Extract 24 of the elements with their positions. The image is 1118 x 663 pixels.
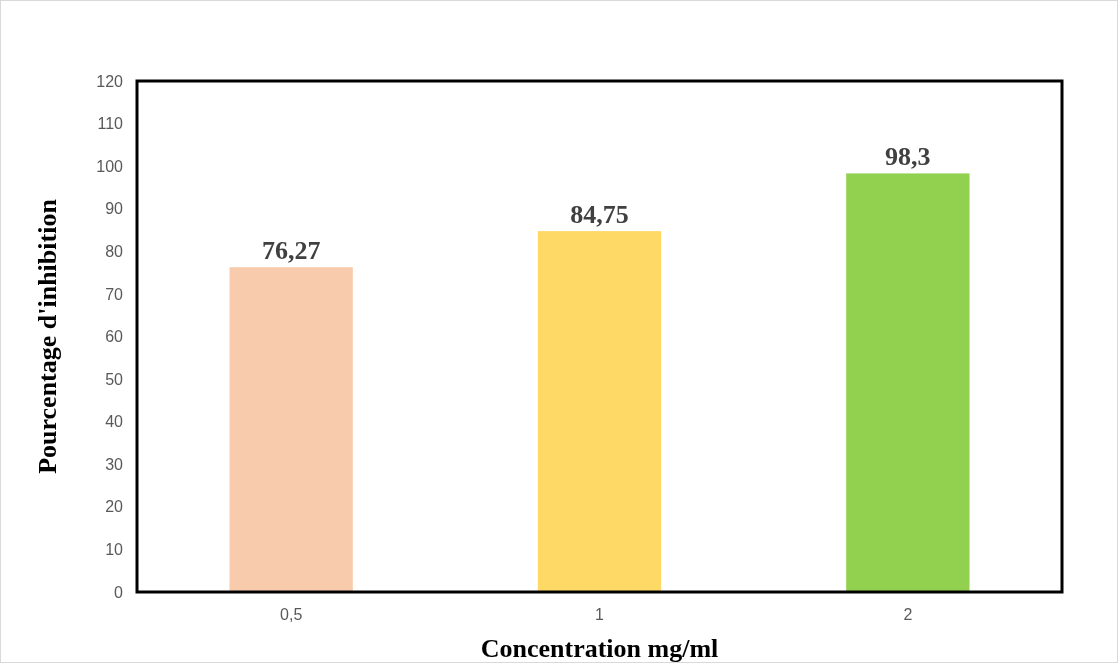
x-tick-label: 1: [595, 606, 605, 623]
data-label: 98,3: [885, 142, 931, 172]
y-tick-label: 20: [105, 498, 124, 516]
y-tick-label: 10: [105, 541, 124, 559]
x-axis-title: Concentration mg/ml: [480, 634, 719, 663]
y-axis-title: Pourcentage d'inhibition: [33, 198, 62, 474]
y-tick-label: 0: [114, 583, 124, 601]
bar: [537, 231, 662, 592]
x-tick-label: 0,5: [280, 606, 303, 623]
y-tick-label: 120: [96, 72, 124, 90]
y-tick-label: 70: [105, 285, 124, 303]
y-tick-label: 60: [105, 328, 124, 346]
y-tick-label: 30: [105, 455, 124, 473]
y-tick-label: 100: [96, 157, 124, 175]
data-label: 84,75: [570, 200, 629, 230]
data-label: 76,27: [261, 236, 321, 266]
y-tick-label: 40: [105, 413, 124, 431]
x-tick-label: 2: [903, 606, 913, 623]
bar: [229, 267, 353, 592]
bar: [846, 173, 970, 592]
y-tick-label: 110: [97, 115, 124, 133]
y-tick-label: 50: [105, 370, 124, 388]
y-tick-label: 80: [105, 242, 124, 260]
y-tick-label: 90: [105, 200, 124, 218]
